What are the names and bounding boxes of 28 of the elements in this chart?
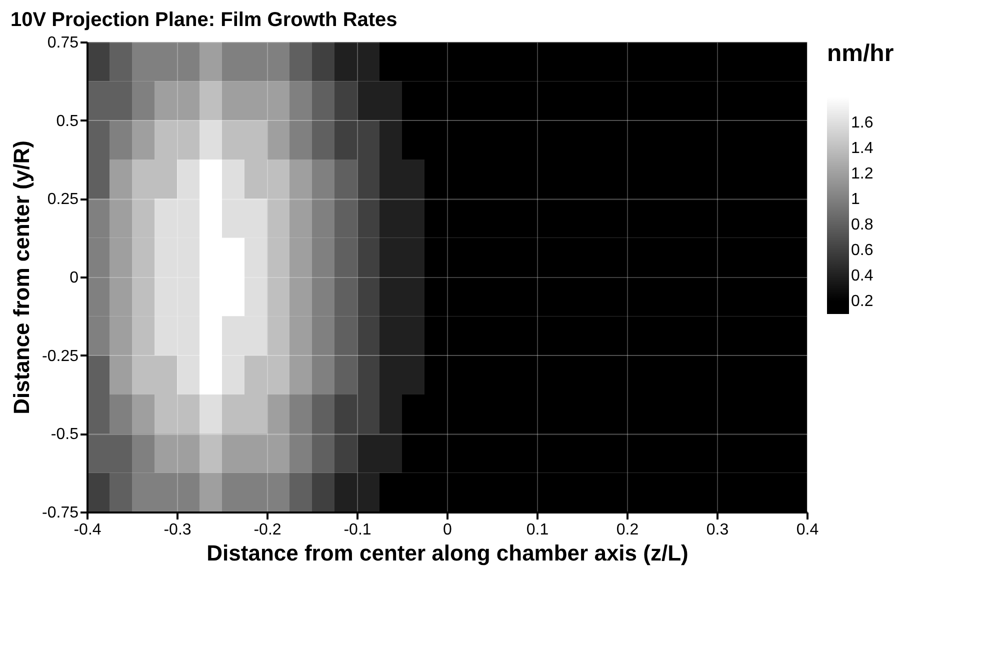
x-tick-label: 0.2 bbox=[616, 522, 639, 538]
x-tick-label: 0.3 bbox=[706, 522, 729, 538]
legend-title: nm/hr bbox=[827, 40, 894, 67]
x-tick-label: 0 bbox=[443, 522, 452, 538]
y-tick-label: 0.25 bbox=[47, 191, 79, 208]
y-tick-label: -0.5 bbox=[50, 426, 79, 444]
color-bar-label: 1.2 bbox=[851, 165, 874, 182]
x-tick-label: 0.1 bbox=[526, 522, 549, 538]
y-tick-label: -0.75 bbox=[42, 504, 79, 522]
y-tick-label: 0.5 bbox=[56, 112, 79, 130]
color-bar-label: 1.6 bbox=[851, 114, 874, 132]
color-bar-label: 0.8 bbox=[851, 216, 874, 234]
x-tick-label: -0.4 bbox=[74, 522, 102, 538]
color-bar-label: 1 bbox=[851, 191, 860, 208]
y-axis-title: Distance from center (y/R) bbox=[9, 140, 34, 414]
y-tick-label: 0 bbox=[70, 270, 79, 286]
color-bar-label: 0.2 bbox=[851, 293, 874, 310]
color-bar-label: 0.4 bbox=[851, 268, 874, 285]
x-tick-label: -0.3 bbox=[164, 522, 192, 538]
x-axis-title: Distance from center along chamber axis (z/L) bbox=[206, 540, 688, 566]
chart-title: 10V Projection Plane: Film Growth Rates bbox=[10, 9, 398, 31]
color-bar-label: 1.4 bbox=[851, 140, 874, 157]
x-tick-label: -0.1 bbox=[344, 522, 372, 538]
x-tick-label: 0.4 bbox=[796, 522, 819, 538]
y-tick-label: 0.75 bbox=[47, 34, 79, 52]
color-bar-label: 0.6 bbox=[851, 242, 874, 260]
y-tick-label: -0.25 bbox=[42, 348, 79, 365]
x-tick-label: -0.2 bbox=[254, 522, 282, 538]
